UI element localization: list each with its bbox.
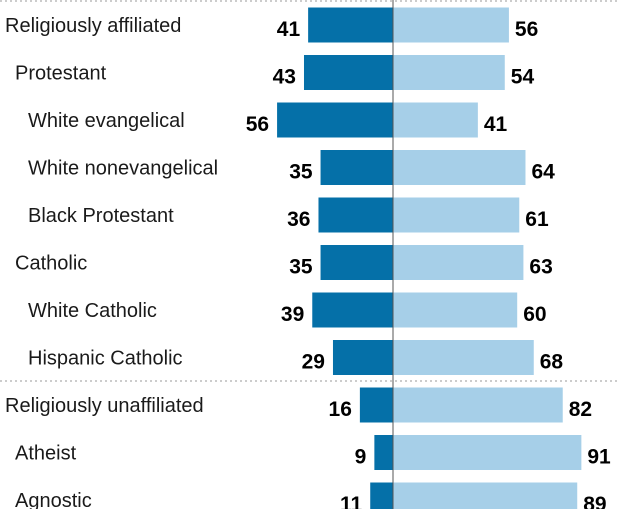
chart-row: Religiously affiliated 41 56 xyxy=(5,7,538,43)
bar-left xyxy=(318,197,393,233)
category-label: White nonevangelical xyxy=(28,158,218,180)
bar-right xyxy=(393,197,520,233)
bar-right xyxy=(393,482,578,509)
bar-left xyxy=(308,7,393,43)
data-label-right: 60 xyxy=(523,303,546,326)
category-label: Catholic xyxy=(15,253,87,275)
bar-left xyxy=(312,292,393,328)
category-label: White Catholic xyxy=(28,300,157,322)
data-label-left: 36 xyxy=(287,208,310,231)
bar-right xyxy=(393,245,524,280)
data-label-right: 64 xyxy=(531,161,555,184)
chart-row: Protestant 43 54 xyxy=(15,55,534,90)
data-label-right: 56 xyxy=(515,18,538,41)
chart-row: White nonevangelical 35 64 xyxy=(28,150,555,185)
bar-right xyxy=(393,387,563,423)
bar-left xyxy=(320,245,393,280)
data-label-right: 91 xyxy=(587,446,611,469)
data-label-right: 68 xyxy=(540,351,564,374)
bar-right xyxy=(393,102,478,138)
data-label-left: 41 xyxy=(277,18,301,41)
data-label-right: 54 xyxy=(511,66,535,89)
bar-right xyxy=(393,150,526,185)
chart-row: Catholic 35 63 xyxy=(15,245,553,280)
data-label-left: 56 xyxy=(246,113,269,136)
bar-left xyxy=(332,340,393,375)
data-label-left: 35 xyxy=(289,256,313,279)
data-label-left: 9 xyxy=(355,446,367,469)
data-label-right: 89 xyxy=(583,493,606,509)
data-label-left: 35 xyxy=(289,161,313,184)
data-label-right: 41 xyxy=(484,113,508,136)
bar-left xyxy=(359,387,393,423)
chart-row: Black Protestant 36 61 xyxy=(28,197,549,233)
category-label: Atheist xyxy=(15,443,77,465)
bar-left xyxy=(277,102,393,138)
chart-row: Religiously unaffiliated 16 82 xyxy=(5,387,592,423)
category-label: Black Protestant xyxy=(28,205,174,227)
category-label: Protestant xyxy=(15,63,107,85)
data-label-right: 82 xyxy=(569,398,592,421)
chart-row: Agnostic 11 89 xyxy=(15,482,607,509)
data-label-left: 39 xyxy=(281,303,304,326)
data-label-left: 43 xyxy=(273,66,296,89)
chart-row: Hispanic Catholic 29 68 xyxy=(28,340,563,375)
bar-right xyxy=(393,292,518,328)
data-label-right: 61 xyxy=(525,208,549,231)
bar-left xyxy=(303,55,393,90)
bar-right xyxy=(393,7,509,43)
bar-left xyxy=(320,150,393,185)
category-label: Agnostic xyxy=(15,490,92,509)
category-label: Religiously unaffiliated xyxy=(5,395,204,417)
bar-right xyxy=(393,55,505,90)
data-label-left: 11 xyxy=(340,493,363,509)
data-label-left: 16 xyxy=(329,398,352,421)
category-label: White evangelical xyxy=(28,110,185,132)
chart-row: White Catholic 39 60 xyxy=(28,292,547,328)
category-label: Hispanic Catholic xyxy=(28,348,183,370)
bar-right xyxy=(393,340,534,375)
data-label-right: 63 xyxy=(529,256,552,279)
bar-left xyxy=(374,435,393,470)
bar-right xyxy=(393,435,582,470)
chart-row: Atheist 9 91 xyxy=(15,435,611,470)
chart-row: White evangelical 56 41 xyxy=(28,102,508,138)
bar-left xyxy=(370,482,393,509)
category-label: Religiously affiliated xyxy=(5,15,181,37)
data-label-left: 29 xyxy=(302,351,325,374)
